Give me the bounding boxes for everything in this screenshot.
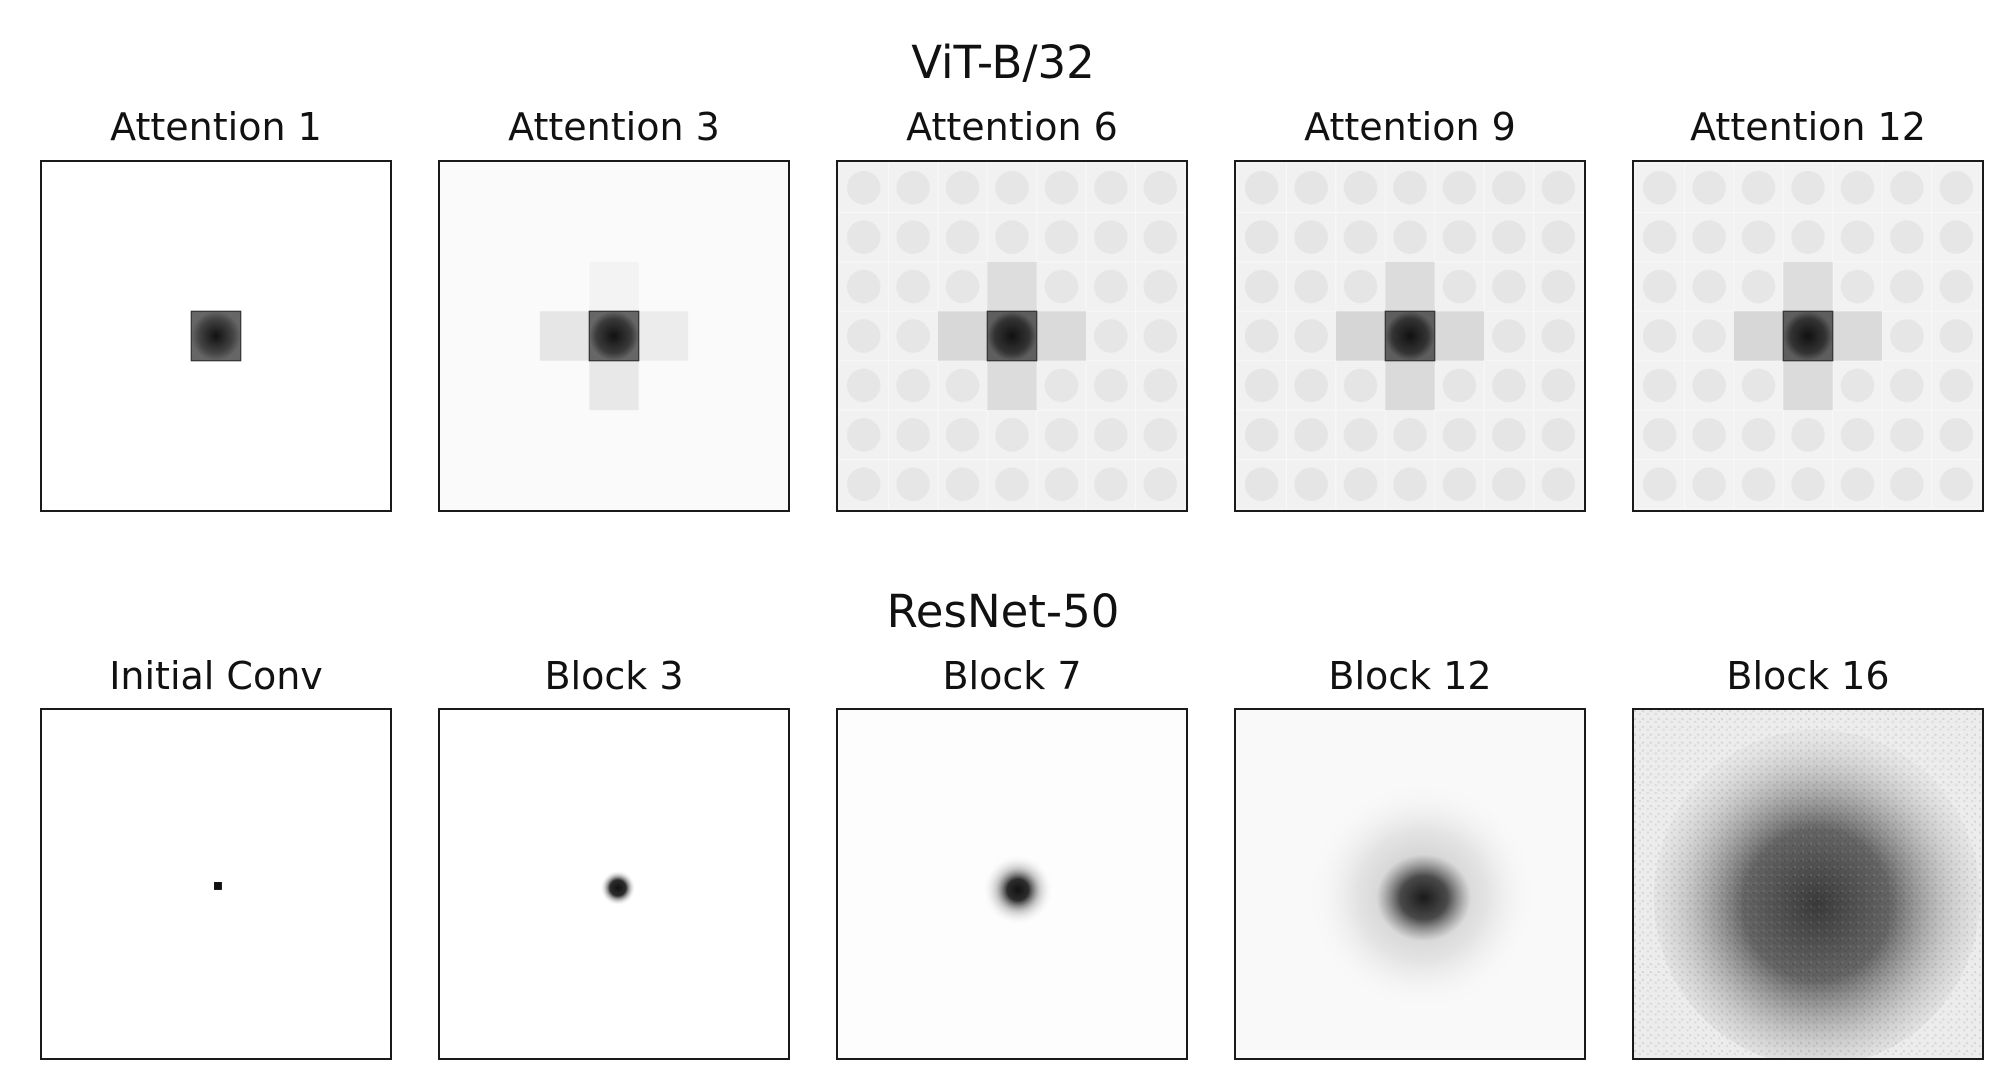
block-7-map-image xyxy=(838,710,1186,1058)
attention-9-map-image xyxy=(1236,162,1584,510)
attention-6-map-image xyxy=(838,162,1186,510)
panel-label-block-12: Block 12 xyxy=(1328,654,1492,698)
attention-1-map-image xyxy=(190,310,242,362)
block-16-map xyxy=(1632,708,1984,1060)
block-3-receptive-field xyxy=(600,870,636,906)
attention-3-map-image xyxy=(440,162,788,510)
panel-label-block-16: Block 16 xyxy=(1726,654,1890,698)
block-7-map xyxy=(836,708,1188,1060)
attention-1-map xyxy=(40,160,392,512)
panel-label-initial-conv: Initial Conv xyxy=(109,654,323,698)
panel-label-attention-6: Attention 6 xyxy=(906,105,1118,149)
block-16-map-image xyxy=(1634,710,1982,1058)
panel-label-block-7: Block 7 xyxy=(942,654,1082,698)
block-12-map xyxy=(1234,708,1586,1060)
block-7-receptive-field xyxy=(982,854,1054,926)
initial-conv-center-point xyxy=(214,882,222,890)
panel-label-attention-9: Attention 9 xyxy=(1304,105,1516,149)
block-12-map-image xyxy=(1236,710,1584,1058)
attention-6-map xyxy=(836,160,1188,512)
attention-3-map xyxy=(438,160,790,512)
attention-3-center-patch xyxy=(588,310,640,362)
initial-conv-map xyxy=(40,708,392,1060)
resnet-row-title: ResNet-50 xyxy=(886,585,1120,638)
panel-label-attention-12: Attention 12 xyxy=(1690,105,1926,149)
initial-conv-map-image xyxy=(214,882,222,890)
attention-9-center-patch xyxy=(1384,310,1436,362)
attention-12-map xyxy=(1632,160,1984,512)
attention-1-center-patch xyxy=(190,310,242,362)
attention-12-center-patch xyxy=(1782,310,1834,362)
panel-label-attention-3: Attention 3 xyxy=(508,105,720,149)
block-3-map xyxy=(438,708,790,1060)
vit-row-title: ViT-B/32 xyxy=(911,36,1095,89)
block-12-receptive-field xyxy=(1376,854,1472,942)
block-3-map-image xyxy=(600,870,636,906)
panel-label-attention-1: Attention 1 xyxy=(110,105,322,149)
attention-9-map xyxy=(1234,160,1586,512)
panel-label-block-3: Block 3 xyxy=(544,654,684,698)
attention-6-center-patch xyxy=(986,310,1038,362)
attention-12-map-image xyxy=(1634,162,1982,510)
